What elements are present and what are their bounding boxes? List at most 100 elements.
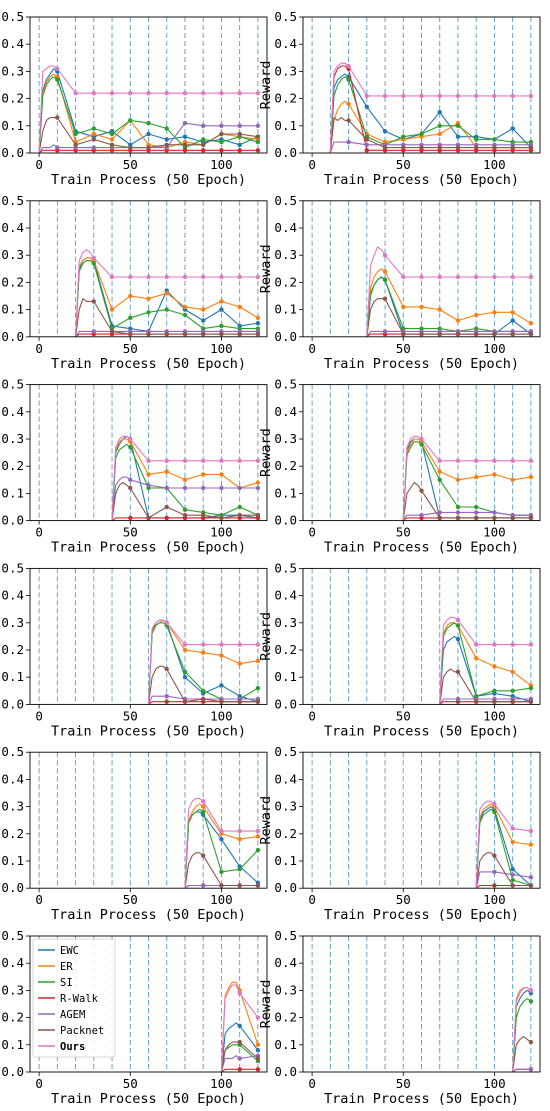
data-point-packnet xyxy=(474,145,479,150)
data-point-packnet xyxy=(201,331,206,337)
x-tick-label: 0 xyxy=(308,341,316,356)
data-point-er xyxy=(109,137,115,142)
data-point-ours xyxy=(182,274,188,280)
data-point-si xyxy=(528,999,534,1004)
data-point-packnet xyxy=(492,331,497,337)
data-point-si xyxy=(182,507,188,512)
data-point-ours xyxy=(164,620,169,625)
data-point-ewc xyxy=(437,110,442,115)
data-point-packnet xyxy=(109,329,115,334)
data-point-ewc xyxy=(255,1048,261,1053)
data-point-ewc xyxy=(364,104,369,110)
data-point-ours xyxy=(346,63,351,69)
data-point-ours xyxy=(237,642,242,647)
y-tick-label: 0.0 xyxy=(1,696,24,711)
data-point-er xyxy=(128,293,133,299)
data-point-packnet xyxy=(474,331,479,337)
data-point-si xyxy=(255,847,261,853)
plot-frame xyxy=(29,567,268,705)
y-tick-label: 0.3 xyxy=(1,799,24,814)
data-point-agem xyxy=(455,696,461,702)
data-point-packnet xyxy=(73,142,78,147)
series-line-er xyxy=(366,268,532,337)
data-point-si xyxy=(182,669,188,674)
data-point-ours xyxy=(91,91,97,96)
y-tick-label: 0.5 xyxy=(274,377,297,392)
data-point-si xyxy=(492,809,497,815)
data-point-packnet xyxy=(146,515,151,521)
y-tick-label: 0.4 xyxy=(274,588,297,603)
data-point-er xyxy=(201,472,206,477)
data-point-r-walk xyxy=(255,1067,261,1072)
data-point-packnet xyxy=(492,515,497,521)
data-point-r-walk xyxy=(237,1067,242,1072)
plot-frame xyxy=(302,16,541,154)
y-tick-label: 0.1 xyxy=(274,302,297,317)
series-line-si xyxy=(366,276,531,337)
series-line-packnet xyxy=(329,117,531,154)
series-line-ours xyxy=(512,987,532,1073)
data-point-agem xyxy=(528,1067,534,1072)
data-point-si xyxy=(382,277,388,282)
x-tick-label: 100 xyxy=(483,341,506,356)
data-point-si xyxy=(255,139,261,145)
data-point-ours xyxy=(492,458,497,463)
series-line-packnet xyxy=(184,852,258,889)
data-point-ours xyxy=(382,253,388,258)
data-point-si xyxy=(437,477,442,482)
data-point-packnet xyxy=(219,515,224,521)
series-line-er xyxy=(402,438,531,521)
data-point-er xyxy=(201,307,206,312)
data-point-packnet xyxy=(510,699,515,704)
data-point-agem xyxy=(201,123,206,128)
y-tick-label: 0.3 xyxy=(1,431,24,446)
data-point-packnet xyxy=(437,145,442,150)
data-point-ewc xyxy=(382,129,388,134)
data-point-packnet xyxy=(237,513,242,518)
series-line-ewc xyxy=(439,635,532,705)
data-point-packnet xyxy=(201,696,206,702)
series-line-ewc xyxy=(366,276,532,337)
y-tick-label: 0.2 xyxy=(274,826,297,841)
y-axis-label: Reward xyxy=(258,796,274,845)
data-point-si xyxy=(201,688,206,693)
data-point-packnet xyxy=(419,488,424,493)
data-point-ewc xyxy=(455,134,461,139)
data-point-packnet xyxy=(164,504,169,510)
data-point-agem xyxy=(474,510,479,515)
data-point-packnet xyxy=(455,669,461,674)
y-tick-label: 0.5 xyxy=(1,377,24,392)
data-point-si xyxy=(201,809,206,815)
data-point-si xyxy=(455,623,461,628)
y-tick-label: 0.2 xyxy=(1,274,24,289)
data-point-ours xyxy=(128,91,133,96)
data-point-er xyxy=(146,472,151,477)
data-point-er xyxy=(474,474,479,480)
y-tick-label: 0.3 xyxy=(274,63,297,78)
data-point-er xyxy=(510,477,515,482)
y-tick-label: 0.4 xyxy=(274,771,297,786)
x-tick-label: 0 xyxy=(35,341,43,356)
data-point-er xyxy=(437,131,442,137)
x-tick-label: 0 xyxy=(308,892,316,907)
data-point-packnet xyxy=(528,699,534,704)
x-tick-label: 100 xyxy=(210,1076,233,1091)
data-point-ours xyxy=(237,990,242,996)
data-point-packnet xyxy=(128,331,133,337)
y-tick-label: 0.2 xyxy=(1,642,24,657)
y-tick-label: 0.5 xyxy=(274,193,297,208)
data-point-er xyxy=(182,647,188,653)
data-point-packnet xyxy=(237,1039,242,1045)
data-point-si xyxy=(419,131,424,137)
data-point-agem xyxy=(382,329,388,334)
data-point-ewc xyxy=(219,683,224,688)
data-point-ours xyxy=(528,988,534,993)
y-tick-label: 0.4 xyxy=(274,955,297,970)
data-point-packnet xyxy=(237,131,242,137)
data-point-si xyxy=(91,126,97,131)
x-tick-label: 50 xyxy=(123,708,138,723)
x-tick-label: 0 xyxy=(35,157,43,172)
